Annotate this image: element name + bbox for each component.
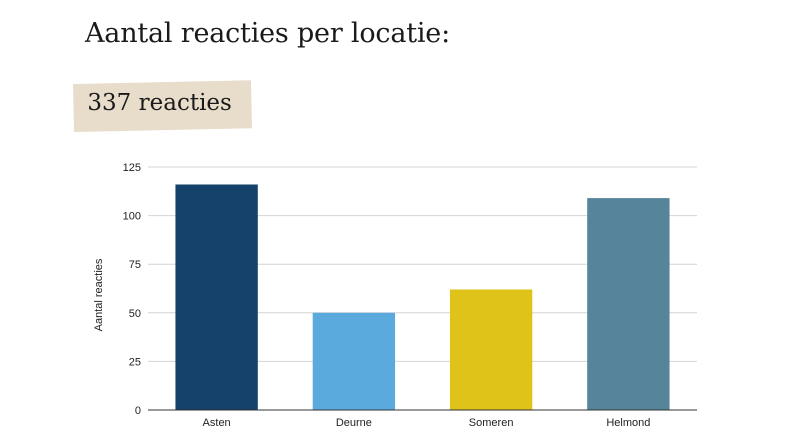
- y-tick-label: 75: [129, 259, 141, 271]
- chart-bars: [175, 184, 670, 410]
- x-tick-label: Someren: [469, 417, 514, 429]
- y-axis-label: Aantal reacties: [93, 258, 105, 331]
- y-tick-label: 125: [123, 162, 141, 174]
- x-tick-label: Deurne: [336, 417, 372, 429]
- page-title: Aantal reacties per locatie:: [85, 18, 450, 49]
- y-tick-label: 0: [135, 405, 141, 417]
- y-tick-label: 100: [123, 211, 141, 223]
- y-tick-label: 50: [129, 308, 141, 320]
- bar-asten: [175, 184, 258, 410]
- y-tick-label: 25: [129, 356, 141, 368]
- bar-someren: [449, 289, 533, 410]
- x-tick-label: Asten: [203, 417, 231, 429]
- bar-helmond: [587, 198, 670, 410]
- bar-deurne: [312, 312, 396, 410]
- chart-axes: 0 25 50 75 100 125 Asten Deurne Someren Helmond: [123, 162, 697, 429]
- x-tick-label: Helmond: [606, 417, 650, 429]
